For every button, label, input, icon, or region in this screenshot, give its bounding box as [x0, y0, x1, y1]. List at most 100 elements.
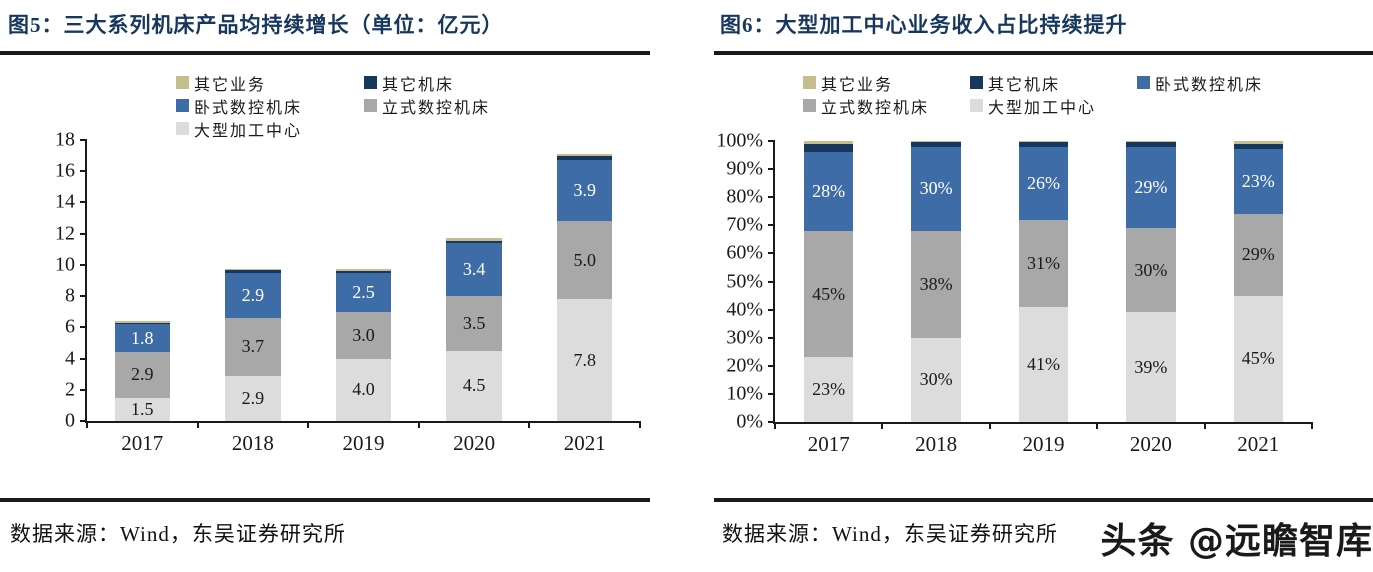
bar-segment-value: 39% — [1134, 356, 1168, 377]
bar-segment-value: 29% — [1241, 244, 1275, 265]
y-axis-tick-label: 80% — [726, 185, 763, 208]
bar-segment-value: 5.0 — [573, 249, 596, 270]
figure5-footer: 数据来源：Wind，东吴证券研究所 — [0, 498, 650, 572]
x-axis-category-label: 2020 — [1129, 432, 1172, 456]
figure6-plot-wrap: 0% 10% 20% 30% 40% 50% 60% 70% 80% 90% 100% 2017 201… — [716, 130, 1313, 456]
legend-item: 立式数控机床 — [803, 94, 970, 117]
bar-segment: 3.9 — [557, 160, 613, 222]
bar-segment: 45% — [803, 230, 854, 358]
bar-segment: 28% — [803, 152, 854, 231]
y-axis-tick-mark — [768, 168, 775, 171]
legend-swatch — [364, 99, 377, 112]
y-axis-tick-mark — [80, 420, 87, 422]
y-axis-tick-mark — [768, 280, 775, 283]
figure5-title: 图5：三大系列机床产品均持续增长（单位：亿元） — [8, 13, 504, 37]
y-axis-tick-label: 40% — [726, 298, 763, 321]
legend-swatch — [1137, 76, 1150, 89]
y-axis-tick-mark — [80, 357, 87, 360]
x-axis-tick-mark — [307, 421, 310, 428]
bar-segment-value: 1.5 — [131, 398, 154, 419]
bar-segment: 26% — [1018, 146, 1069, 220]
y-axis-tick-label: 14 — [55, 190, 75, 213]
legend-swatch — [176, 99, 189, 112]
figure6-panel: 图6：大型加工中心业务收入占比持续提升 其它业务 其它机床 卧式数控机床立式数控机床… — [700, 0, 1373, 572]
figure5-chart: 其它业务 其它机床 卧式数控机床 立式数控机床 大型加工中心 0 2 4 6 8 10 12 14 16… — [0, 55, 650, 463]
legend-item: 其它机床 — [364, 71, 552, 94]
y-axis-tick-label: 10 — [55, 253, 75, 276]
y-axis-tick-mark — [80, 326, 87, 329]
legend-label: 其它机床 — [988, 76, 1061, 94]
stacked-bar: 7.8 5.0 3.9 — [557, 140, 613, 421]
x-axis-category-label: 2019 — [342, 431, 385, 455]
y-axis-tick-label: 0% — [736, 410, 763, 433]
bar-segment — [803, 143, 854, 153]
figure6-plot-area: 0% 10% 20% 30% 40% 50% 60% 70% 80% 90% 100% 2017 201… — [716, 130, 1313, 456]
y-axis-tick-mark — [768, 196, 775, 199]
bar-segment — [114, 322, 170, 325]
figure5-source: 数据来源：Wind，东吴证券研究所 — [10, 522, 346, 546]
legend-label: 立式数控机床 — [382, 99, 491, 117]
bar-segment — [335, 268, 392, 272]
bar-segment-value: 2.9 — [241, 387, 265, 408]
figure5-panel: 图5：三大系列机床产品均持续增长（单位：亿元） 其它业务 其它机床卧式数控机床 立式… — [0, 0, 650, 572]
bar-segment-value: 23% — [812, 379, 846, 400]
bar-segment: 30% — [1126, 228, 1176, 313]
legend-swatch — [803, 76, 816, 89]
y-axis-tick-label: 30% — [726, 326, 763, 349]
y-axis-tick-label: 4 — [65, 347, 75, 370]
y-axis-tick-label: 20% — [726, 354, 763, 377]
watermark: 头条 @远瞻智库 — [1100, 521, 1373, 562]
y-axis-tick-mark — [80, 170, 87, 173]
x-axis-category-label: 2018 — [231, 431, 274, 455]
bar-segment — [1018, 141, 1069, 143]
y-axis-tick-mark — [768, 364, 775, 367]
legend-label: 卧式数控机床 — [194, 99, 303, 117]
bar-segment-value: 1.8 — [131, 327, 154, 348]
figure5-legend: 其它业务 其它机床 卧式数控机床 立式数控机床 大型加工中心 — [176, 71, 572, 140]
bar-segment-value: 45% — [812, 283, 846, 304]
legend-swatch — [364, 76, 377, 89]
bar-segment-value: 2.9 — [131, 364, 154, 385]
figure6-legend: 其它业务 其它机床 卧式数控机床 立式数控机床 大型加工中心 — [803, 71, 1333, 117]
y-axis-tick-label: 0 — [65, 409, 75, 432]
legend-item: 其它业务 — [176, 71, 364, 94]
bar-segment: 3.5 — [446, 296, 502, 351]
legend-label: 其它业务 — [821, 76, 894, 94]
bar-segment — [225, 270, 281, 273]
x-axis-category-label: 2019 — [1022, 432, 1065, 456]
y-axis-tick-label: 60% — [726, 241, 763, 264]
bar-segment-value: 2.9 — [241, 284, 265, 305]
y-axis-tick-label: 70% — [726, 213, 763, 236]
bar-segment: 23% — [1233, 149, 1283, 215]
y-axis-tick-label: 12 — [55, 222, 75, 245]
y-axis-tick-label: 100% — [716, 129, 763, 152]
figure5-plot-area: 0 2 4 6 8 10 12 14 16 18 2017 2018 2019 2020 2021 1.5 2.… — [55, 129, 641, 455]
figure5-footer-divider — [0, 498, 650, 502]
y-axis-tick-mark — [80, 232, 87, 235]
x-axis-tick-mark — [639, 421, 641, 428]
stacked-bar: 23% 45% 28% — [803, 141, 854, 422]
legend-swatch — [176, 122, 189, 135]
legend-swatch — [176, 76, 189, 89]
y-axis-tick-mark — [80, 139, 87, 141]
stacked-bar: 30% 38% 30% — [911, 141, 961, 422]
bar-segment: 30% — [911, 146, 961, 231]
legend-item: 其它业务 — [803, 71, 970, 94]
y-axis-tick-label: 90% — [726, 157, 763, 180]
y-axis-tick-mark — [768, 308, 775, 311]
bar-segment-value: 4.5 — [462, 375, 486, 396]
x-axis-category-label: 2021 — [1237, 432, 1280, 456]
bar-segment — [114, 321, 170, 323]
legend-label: 卧式数控机床 — [1155, 76, 1264, 94]
legend-label: 立式数控机床 — [821, 99, 930, 117]
bar-segment: 29% — [1233, 214, 1283, 296]
y-axis-tick-label: 50% — [726, 270, 763, 292]
legend-swatch — [970, 76, 983, 89]
y-axis-tick-label: 18 — [55, 128, 75, 151]
x-axis-tick-mark — [881, 422, 884, 429]
stacked-bar: 41% 31% 26% — [1018, 141, 1069, 422]
bar-segment-value: 45% — [1241, 348, 1275, 369]
figure6-title: 图6：大型加工中心业务收入占比持续提升 — [720, 13, 1128, 37]
bar-segment: 3.4 — [446, 243, 502, 297]
